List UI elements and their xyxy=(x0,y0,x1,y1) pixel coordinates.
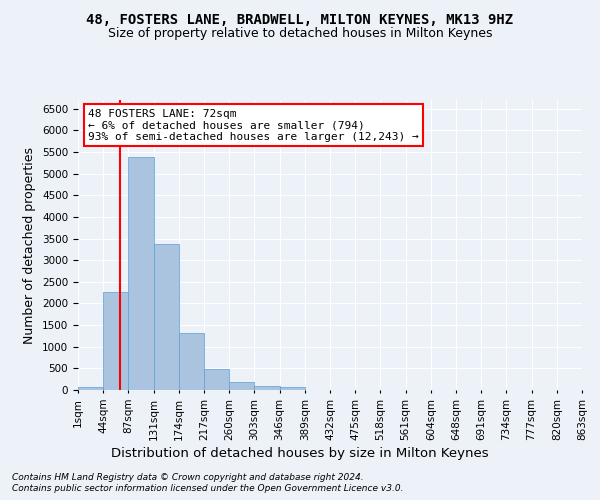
Bar xyxy=(229,382,254,390)
Text: 48, FOSTERS LANE, BRADWELL, MILTON KEYNES, MK13 9HZ: 48, FOSTERS LANE, BRADWELL, MILTON KEYNE… xyxy=(86,12,514,26)
Bar xyxy=(204,369,229,390)
Text: Size of property relative to detached houses in Milton Keynes: Size of property relative to detached ho… xyxy=(108,28,492,40)
Y-axis label: Number of detached properties: Number of detached properties xyxy=(23,146,37,344)
Bar xyxy=(254,386,280,390)
Text: Contains HM Land Registry data © Crown copyright and database right 2024.: Contains HM Land Registry data © Crown c… xyxy=(12,472,364,482)
Bar xyxy=(103,292,128,390)
Bar xyxy=(179,334,204,390)
Text: Distribution of detached houses by size in Milton Keynes: Distribution of detached houses by size … xyxy=(111,448,489,460)
Bar xyxy=(78,387,103,390)
Text: Contains public sector information licensed under the Open Government Licence v3: Contains public sector information licen… xyxy=(12,484,404,493)
Bar xyxy=(280,388,305,390)
Bar xyxy=(154,244,179,390)
Text: 48 FOSTERS LANE: 72sqm
← 6% of detached houses are smaller (794)
93% of semi-det: 48 FOSTERS LANE: 72sqm ← 6% of detached … xyxy=(88,108,419,142)
Bar xyxy=(128,157,154,390)
